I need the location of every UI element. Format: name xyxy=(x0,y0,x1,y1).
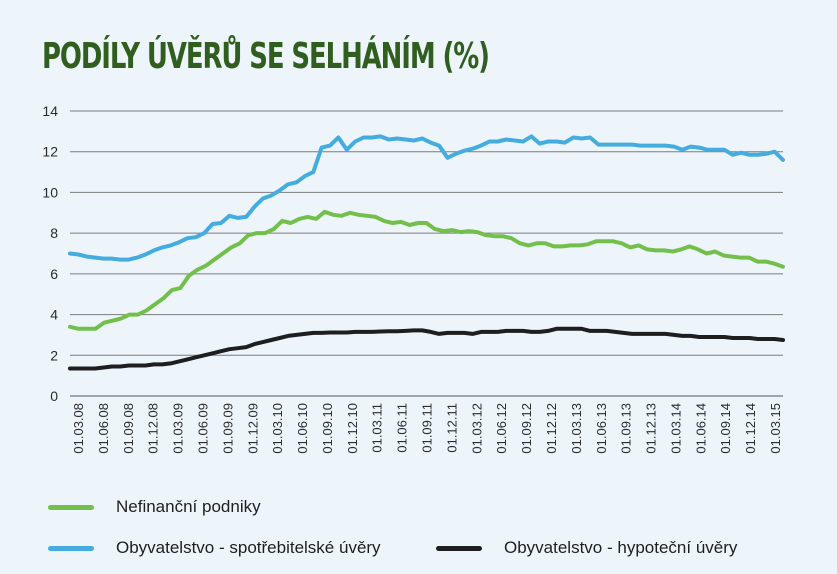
x-tick-label: 01.06.09 xyxy=(195,403,210,454)
legend-item-nefinancni-podniky: Nefinanční podniky xyxy=(48,497,261,517)
x-tick-label: 01.09.08 xyxy=(121,403,136,454)
x-tick-label: 01.03.13 xyxy=(569,403,584,454)
x-tick-label: 01.12.12 xyxy=(544,403,559,454)
x-tick-label: 01.06.12 xyxy=(494,403,509,454)
grid-lines xyxy=(70,110,783,397)
x-tick-label: 01.09.10 xyxy=(320,403,335,454)
legend-item-spotrebitelske-uvery: Obyvatelstvo - spotřebitelské úvěry xyxy=(48,538,381,558)
x-tick-label: 01.03.15 xyxy=(768,403,783,454)
y-axis-ticks: 0 2 4 6 8 10 12 14 xyxy=(42,103,58,404)
x-tick-label: 01.09.12 xyxy=(519,403,534,454)
x-tick-label: 01.09.09 xyxy=(220,403,235,454)
x-tick-label: 01.12.13 xyxy=(644,403,659,454)
x-tick-label: 01.09.11 xyxy=(420,403,435,453)
legend-swatch-green xyxy=(48,504,94,510)
x-tick-label: 01.03.09 xyxy=(171,403,186,454)
x-axis-ticks: 01.03.08 01.06.08 01.09.08 01.12.08 01.03.09… xyxy=(71,403,783,454)
x-tick-label: 01.03.08 xyxy=(71,403,86,454)
y-tick-label: 10 xyxy=(42,184,58,200)
legend-item-hypotecni-uvery: Obyvatelstvo - hypoteční úvěry xyxy=(436,538,737,558)
series-line-0 xyxy=(68,209,785,331)
x-tick-label: 01.12.09 xyxy=(245,403,260,454)
y-tick-label: 8 xyxy=(50,225,58,241)
x-tick-label: 01.06.11 xyxy=(395,403,410,453)
y-tick-label: 4 xyxy=(50,307,58,323)
x-tick-label: 01.12.08 xyxy=(146,403,161,454)
legend-swatch-blue xyxy=(48,545,94,551)
series-lines xyxy=(68,134,785,371)
x-tick-label: 01.06.08 xyxy=(96,403,111,454)
x-tick-label: 01.06.10 xyxy=(295,403,310,454)
x-tick-label: 01.03.12 xyxy=(469,403,484,454)
x-tick-label: 01.03.10 xyxy=(270,403,285,454)
legend-label: Obyvatelstvo - hypoteční úvěry xyxy=(504,538,738,557)
legend-label: Obyvatelstvo - spotřebitelské úvěry xyxy=(116,538,381,557)
y-tick-label: 12 xyxy=(42,144,58,160)
chart-title: PODÍLY ÚVĚRŮ SE SELHÁNÍM (%) xyxy=(42,36,490,77)
legend-swatch-black xyxy=(436,545,482,551)
x-tick-label: 01.06.13 xyxy=(594,403,609,454)
x-tick-label: 01.06.14 xyxy=(693,403,708,454)
y-tick-label: 0 xyxy=(50,388,58,404)
x-tick-label: 01.12.14 xyxy=(743,403,758,454)
series-line-1 xyxy=(68,134,785,262)
x-tick-label: 01.12.10 xyxy=(345,403,360,454)
y-tick-label: 6 xyxy=(50,266,58,282)
series-line-2 xyxy=(68,326,785,371)
x-tick-label: 01.03.14 xyxy=(668,403,683,454)
x-tick-label: 01.03.11 xyxy=(370,403,385,453)
x-tick-label: 01.09.14 xyxy=(718,403,733,454)
y-tick-label: 14 xyxy=(42,103,58,119)
y-tick-label: 2 xyxy=(50,347,58,363)
x-tick-label: 01.09.13 xyxy=(619,403,634,454)
legend-label: Nefinanční podniky xyxy=(116,497,261,516)
x-tick-label: 01.12.11 xyxy=(444,403,459,453)
